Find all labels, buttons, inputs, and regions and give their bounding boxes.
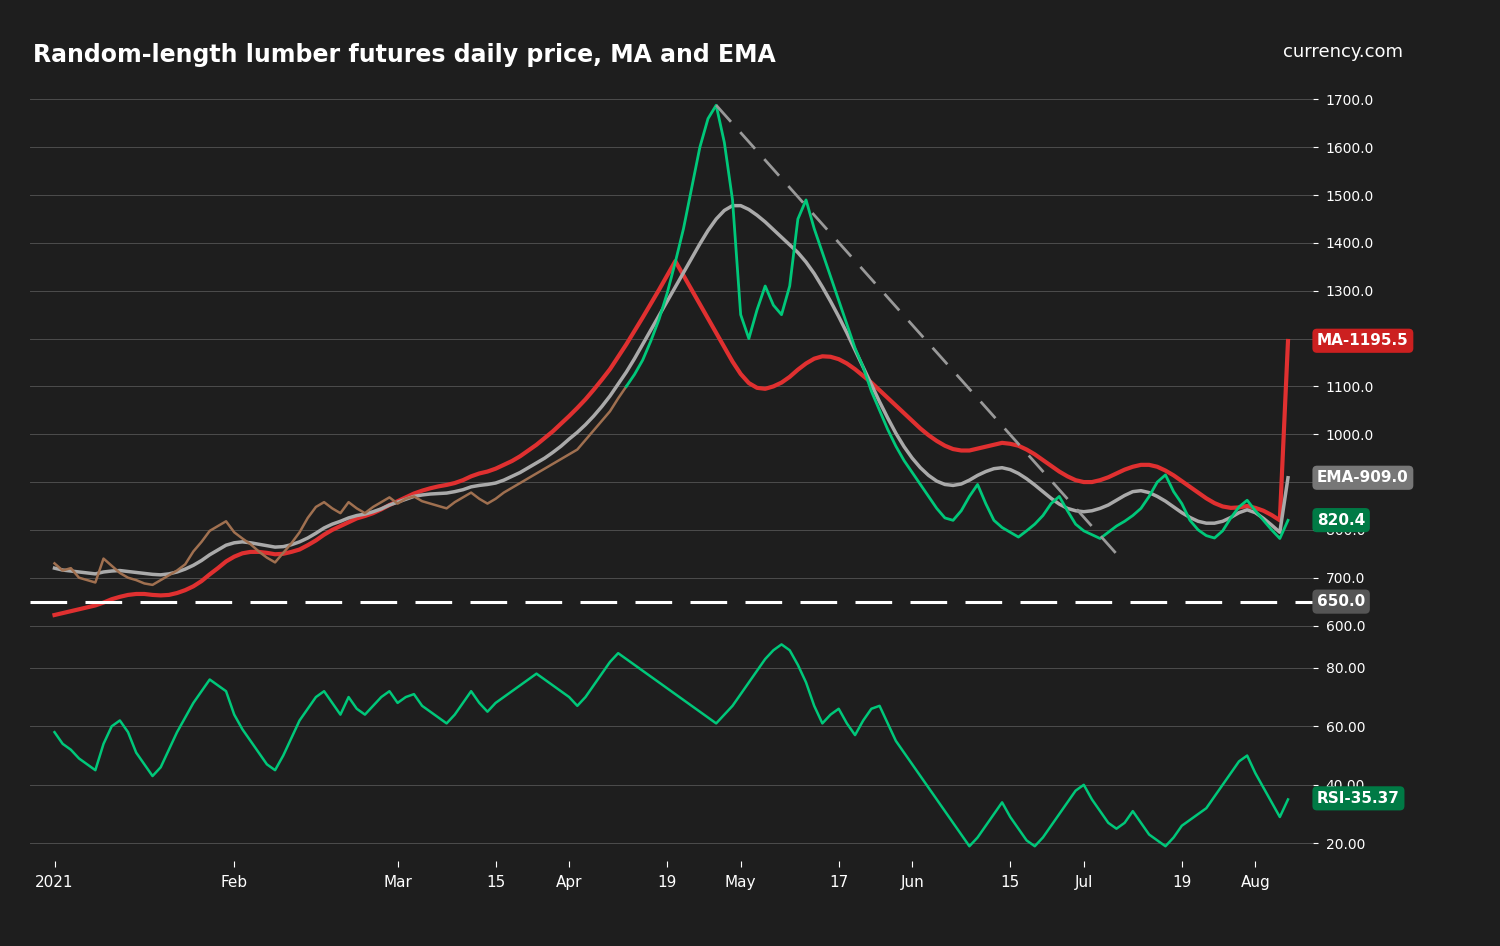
- Text: 820.4: 820.4: [1317, 513, 1365, 528]
- Text: currency.com: currency.com: [1282, 43, 1402, 61]
- Text: 650.0: 650.0: [1317, 594, 1365, 609]
- Text: Random-length lumber futures daily price, MA and EMA: Random-length lumber futures daily price…: [33, 43, 776, 66]
- Text: EMA-909.0: EMA-909.0: [1317, 470, 1408, 485]
- Text: MA-1195.5: MA-1195.5: [1317, 333, 1408, 348]
- Text: RSI-35.37: RSI-35.37: [1317, 791, 1400, 806]
